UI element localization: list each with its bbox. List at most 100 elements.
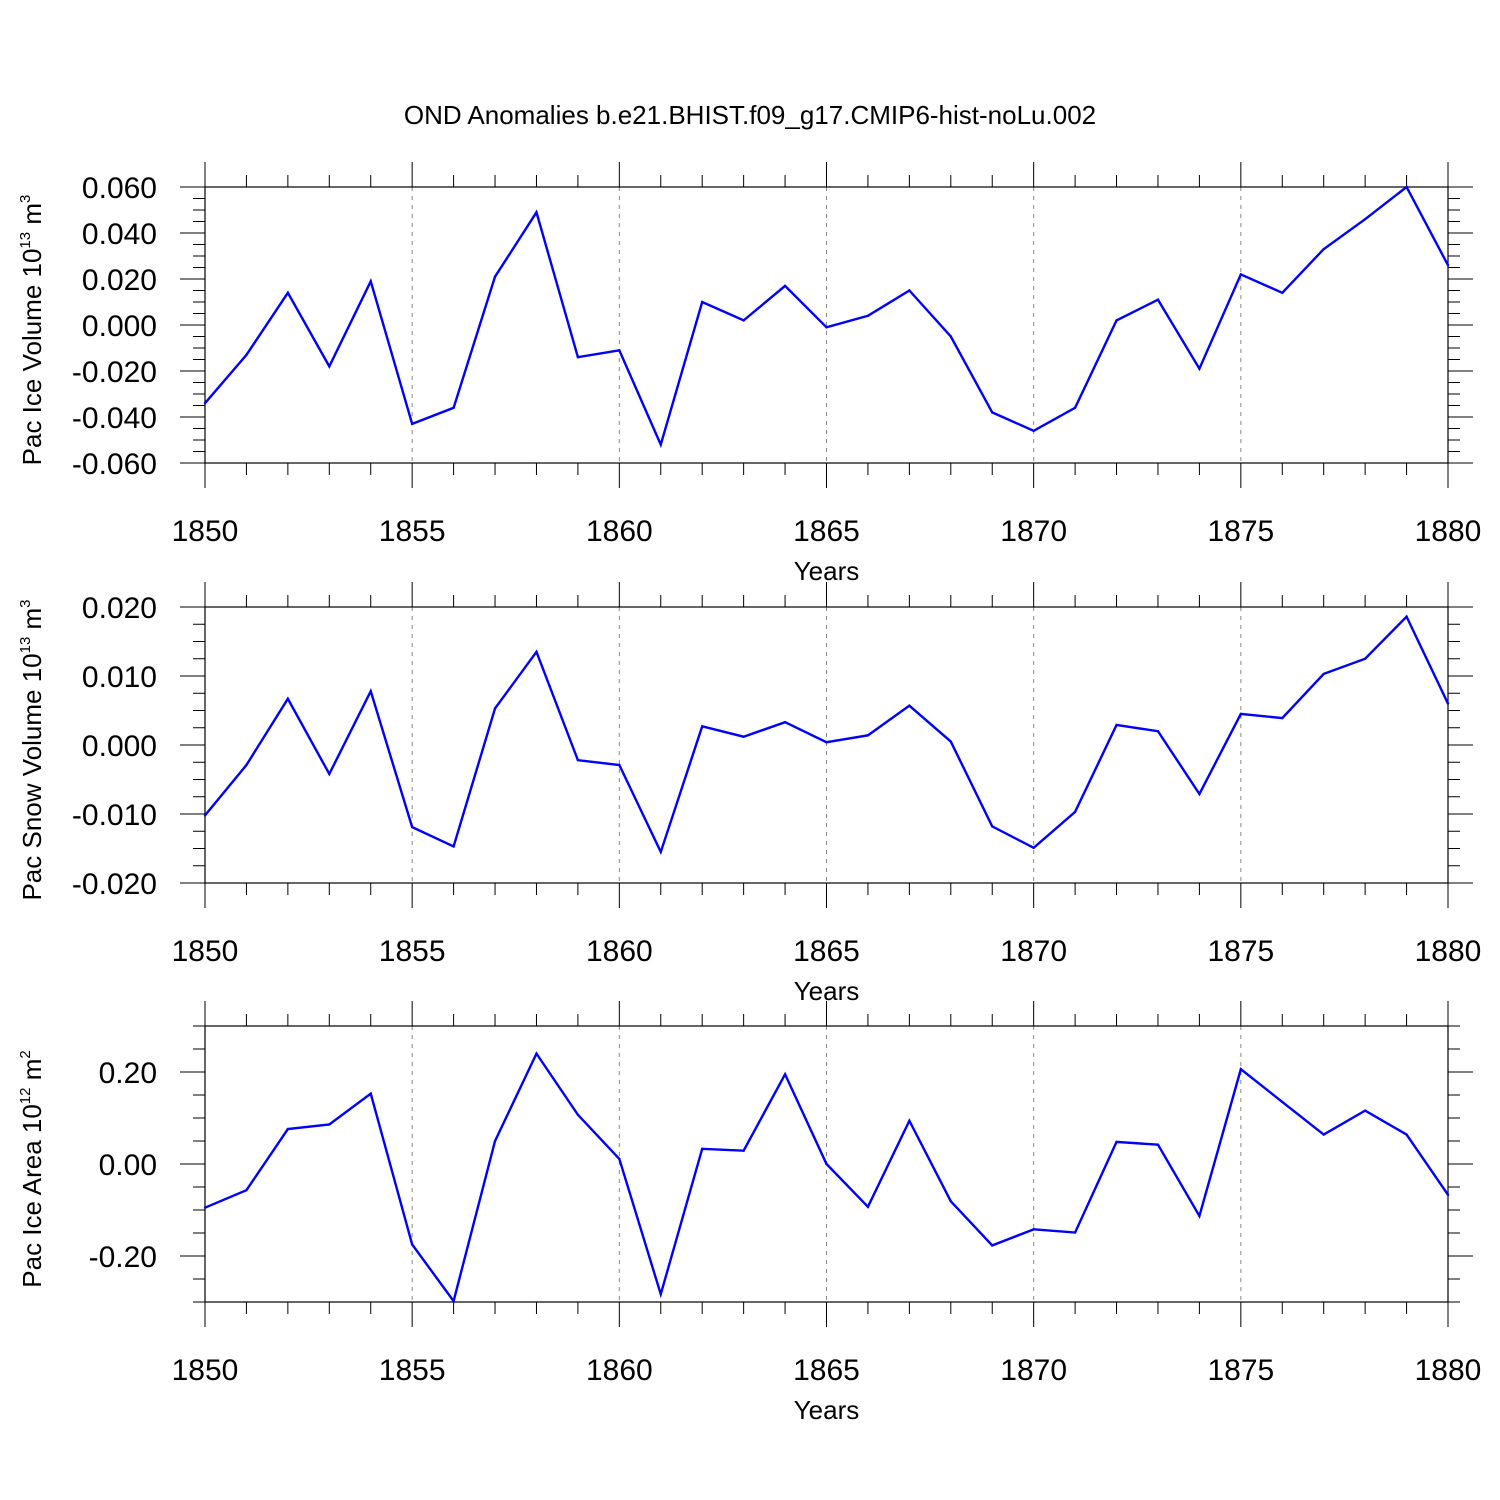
data-point: [1156, 298, 1160, 301]
data-point: [410, 1243, 414, 1246]
data-point: [701, 1147, 704, 1151]
data-point: [1156, 730, 1160, 733]
data-point: [742, 735, 745, 738]
y-axis-title-unit-exponent: 3: [17, 599, 34, 607]
data-point: [1446, 702, 1450, 705]
x-axis-title: Years: [794, 556, 860, 586]
data-point: [535, 1052, 538, 1055]
data-point: [1239, 273, 1243, 276]
data-point: [783, 721, 787, 724]
x-tick-label: 1880: [1415, 935, 1482, 968]
y-axis-title-main: Pac Snow Volume 10: [17, 653, 47, 900]
data-point: [908, 704, 911, 707]
chart-panels: -0.060 -0.040 -0.020 0.000 0.020 0.040 0.060 18…: [17, 162, 1481, 1425]
x-tick-label: 1855: [379, 935, 446, 968]
y-tick-label: 0.010: [82, 661, 157, 694]
data-point: [410, 825, 414, 829]
y-axis-title-exponent: 12: [17, 1087, 34, 1104]
y-axis-title-unit: m: [17, 608, 47, 637]
data-point: [328, 772, 331, 776]
data-point: [576, 1113, 580, 1116]
x-tick-label: 1875: [1207, 935, 1274, 968]
x-tick-label: 1875: [1207, 515, 1274, 548]
chart-panel-2: -0.020 -0.010 0.000 0.010 0.020 1850 1855 1860 1…: [17, 582, 1481, 1006]
y-tick-label: -0.20: [89, 1241, 157, 1274]
chart-panel-1: -0.060 -0.040 -0.020 0.000 0.020 0.040 0.060 18…: [17, 162, 1481, 586]
data-point: [1156, 1143, 1160, 1146]
y-tick-label: 0.000: [82, 730, 157, 763]
y-tick-label: 0.060: [82, 172, 157, 205]
data-point: [1073, 1231, 1077, 1234]
data-point: [618, 1157, 621, 1161]
data-point: [618, 349, 621, 352]
data-point: [949, 335, 952, 338]
data-point: [535, 650, 538, 654]
x-tick-label: 1880: [1415, 515, 1482, 548]
data-point: [1405, 1133, 1408, 1136]
data-point: [1073, 406, 1077, 409]
y-tick-label: 0.020: [82, 264, 157, 297]
data-point: [245, 763, 248, 767]
data-point: [493, 275, 497, 278]
y-tick-label: 0.000: [82, 310, 157, 343]
data-point: [1405, 615, 1408, 618]
data-point: [1032, 1228, 1035, 1231]
data-point: [1281, 716, 1284, 720]
data-point: [991, 825, 994, 828]
data-point: [286, 1127, 290, 1131]
data-point: [866, 314, 870, 317]
data-point: [369, 689, 372, 693]
data-point: [1322, 247, 1325, 251]
x-tick-label: 1870: [1000, 935, 1067, 968]
data-point: [369, 280, 372, 283]
data-point: [866, 734, 870, 737]
data-point: [742, 1149, 745, 1152]
x-tick-label: 1860: [586, 1354, 653, 1387]
data-point: [1239, 1068, 1243, 1071]
data-point: [991, 411, 994, 414]
data-point: [1281, 291, 1284, 294]
plot-frame: [204, 1025, 1449, 1303]
y-tick-label: 0.00: [99, 1149, 157, 1182]
data-point: [991, 1244, 994, 1247]
data-point: [783, 284, 787, 288]
y-tick-label: -0.020: [72, 356, 157, 389]
y-axis-title-unit-exponent: 2: [17, 1050, 34, 1058]
data-point: [701, 300, 704, 304]
y-axis-title-exponent: 13: [17, 232, 34, 249]
data-point: [908, 1119, 911, 1122]
y-tick-label: -0.060: [72, 448, 157, 481]
data-point: [908, 289, 911, 292]
data-point: [1363, 1109, 1367, 1112]
x-tick-label: 1870: [1000, 515, 1067, 548]
x-tick-label: 1880: [1415, 1354, 1482, 1387]
data-point: [493, 707, 497, 710]
chart-panel-3: -0.20 0.00 0.20 1850 1855 1860 1865 1870 1875 188…: [17, 1001, 1481, 1425]
data-point: [286, 697, 290, 700]
data-point: [1446, 1193, 1450, 1197]
x-tick-label: 1860: [586, 515, 653, 548]
data-point: [452, 406, 455, 409]
x-axis-title: Years: [794, 1395, 860, 1425]
data-point: [1032, 429, 1035, 432]
x-tick-label: 1865: [793, 1354, 860, 1387]
data-point: [742, 319, 745, 322]
x-tick-label: 1870: [1000, 1354, 1067, 1387]
data-point: [1198, 1214, 1201, 1218]
x-tick-label: 1850: [172, 935, 239, 968]
data-point: [1239, 712, 1243, 716]
y-tick-label: -0.020: [72, 868, 157, 901]
x-tick-label: 1860: [586, 935, 653, 968]
data-point: [783, 1073, 787, 1076]
data-point: [659, 1292, 662, 1296]
plot-frame: [204, 606, 1449, 884]
data-point: [493, 1139, 497, 1143]
data-point: [452, 1299, 455, 1303]
data-point: [949, 740, 952, 743]
data-point: [866, 1205, 870, 1208]
data-point: [949, 1200, 952, 1203]
data-point: [1363, 218, 1367, 221]
y-axis-title-exponent: 13: [17, 637, 34, 654]
y-axis-title: Pac Snow Volume 1013 m3: [17, 599, 47, 900]
